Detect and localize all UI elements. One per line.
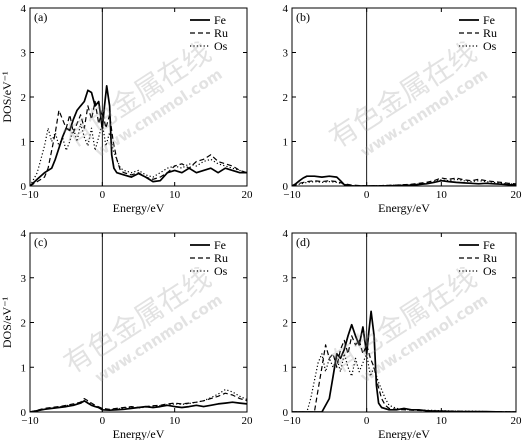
legend-label-fe: Fe [483,238,495,252]
legend-label-ru: Ru [214,251,228,265]
y-tick-label: 1 [21,362,27,374]
x-tick-label: 10 [436,189,448,201]
x-tick-label: 10 [169,415,181,427]
x-axis-title: Energy/eV [378,201,430,215]
series-line-fe [292,310,516,412]
x-tick-label: 20 [242,189,254,201]
series-line-ru [292,177,516,186]
x-tick-label: −10 [21,415,39,427]
panel-label: (d) [296,235,310,249]
y-tick-label: 2 [21,92,27,104]
x-tick-label: 0 [100,189,106,201]
y-tick-label: 4 [21,228,27,240]
x-axis-title: Energy/eV [378,427,430,440]
series-line-os [30,123,247,186]
series-group [30,85,247,186]
y-tick-label: 1 [21,137,27,149]
y-tick-label: 1 [283,362,289,374]
x-axis-title: Energy/eV [113,201,165,215]
legend-label-fe: Fe [214,238,226,252]
y-tick-label: 4 [283,3,289,15]
x-tick-label: 10 [169,189,181,201]
series-line-os [292,353,516,412]
x-tick-label: −10 [283,415,301,427]
series-group [30,389,247,412]
y-tick-label: 3 [21,273,27,285]
legend-label-os: Os [214,264,228,278]
y-tick-label: 2 [283,318,289,330]
legend-label-ru: Ru [214,26,228,40]
x-tick-label: 0 [364,415,370,427]
series-line-fe [30,85,247,186]
x-tick-label: 20 [242,415,254,427]
x-tick-label: 0 [364,189,370,201]
panel-label: (b) [296,10,310,24]
legend-label-fe: Fe [483,13,495,27]
y-tick-label: 3 [283,48,289,60]
y-tick-label: 4 [283,228,289,240]
series-line-os [292,178,516,186]
legend-label-ru: Ru [483,26,497,40]
y-tick-label: 2 [21,318,27,330]
x-axis-title: Energy/eV [113,427,165,440]
y-tick-label: 0 [21,407,27,419]
series-line-ru [292,335,516,412]
x-tick-label: −10 [21,189,39,201]
x-tick-label: 20 [511,415,522,427]
legend-label-os: Os [483,39,497,53]
x-tick-label: 10 [436,415,448,427]
y-tick-label: 0 [283,181,289,193]
panel-label: (c) [34,235,47,249]
y-axis-title: DOS/eV⁻¹ [0,71,14,123]
y-axis-title: DOS/eV⁻¹ [0,296,14,348]
series-line-ru [30,392,247,412]
series-group [292,175,516,186]
legend-label-os: Os [483,264,497,278]
legend-label-os: Os [214,39,228,53]
y-tick-label: 0 [283,407,289,419]
series-line-ru [30,100,247,186]
x-tick-label: −10 [283,189,301,201]
x-tick-label: 0 [100,415,106,427]
y-tick-label: 4 [21,3,27,15]
legend-label-ru: Ru [483,251,497,265]
series-line-fe [292,175,516,186]
panel-label: (a) [34,10,47,24]
legend-label-fe: Fe [214,13,226,27]
series-line-os [30,389,247,412]
y-tick-label: 0 [21,181,27,193]
series-group [292,310,516,412]
y-tick-label: 2 [283,92,289,104]
x-tick-label: 20 [511,189,522,201]
series-line-fe [30,399,247,412]
y-tick-label: 3 [21,48,27,60]
y-tick-label: 3 [283,273,289,285]
y-tick-label: 1 [283,137,289,149]
